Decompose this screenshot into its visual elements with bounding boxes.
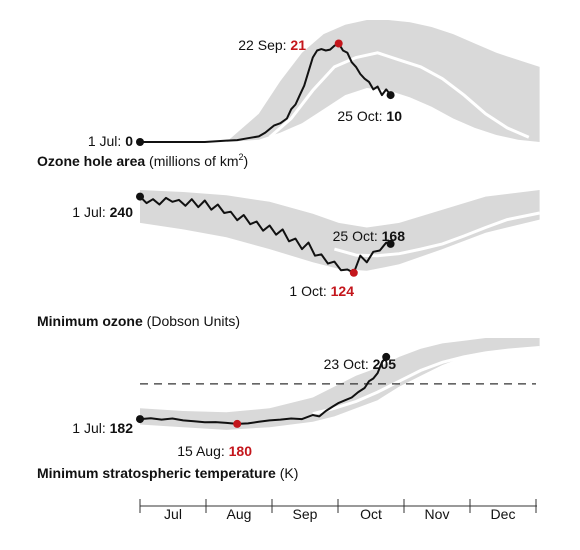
panel-title: Minimum ozone (Dobson Units) xyxy=(37,313,240,329)
panel-minimum-ozone: 1 Jul: 240 25 Oct: 168 1 Oct: 124 Minimu… xyxy=(37,190,540,329)
panel-title: Minimum stratospheric temperature (K) xyxy=(37,465,298,481)
end-point xyxy=(382,352,391,361)
end-label: 25 Oct: 168 xyxy=(333,228,406,244)
peak-label: 22 Sep: 21 xyxy=(238,37,306,53)
start-point xyxy=(136,415,144,424)
start-label: 1 Jul: 240 xyxy=(72,204,133,220)
minimum-label: 15 Aug: 180 xyxy=(177,443,252,459)
median-line xyxy=(268,51,530,139)
start-label: 1 Jul: 0 xyxy=(88,133,133,149)
end-label: 23 Oct: 205 xyxy=(324,356,397,372)
series-line xyxy=(139,356,387,425)
panel-ozone-hole-area: 1 Jul: 0 22 Sep: 21 25 Oct: 10 Ozone hol… xyxy=(37,20,540,169)
median-line xyxy=(333,211,540,258)
panel-minimum-temperature: 1 Jul: 182 23 Oct: 205 15 Aug: 180 Minim… xyxy=(37,338,540,481)
month-label: Jul xyxy=(164,506,182,522)
minimum-label: 1 Oct: 124 xyxy=(289,283,354,299)
start-point xyxy=(136,138,144,146)
minimum-point xyxy=(233,419,242,428)
month-label: Nov xyxy=(425,506,450,522)
peak-point xyxy=(334,39,343,48)
series-line xyxy=(140,42,392,143)
start-point xyxy=(136,192,144,201)
start-label: 1 Jul: 182 xyxy=(72,420,133,436)
minimum-point xyxy=(349,268,358,277)
end-point xyxy=(386,91,395,100)
month-label: Oct xyxy=(360,506,382,522)
month-label: Sep xyxy=(293,506,318,522)
median-line xyxy=(312,346,540,416)
range-band xyxy=(140,20,540,142)
month-axis: Jul Aug Sep Oct Nov Dec xyxy=(139,499,537,522)
end-label: 25 Oct: 10 xyxy=(337,108,402,124)
month-label: Aug xyxy=(227,506,252,522)
month-label: Dec xyxy=(491,506,516,522)
range-band xyxy=(140,190,540,271)
panel-title: Ozone hole area (millions of km2) xyxy=(37,152,248,169)
end-point xyxy=(386,239,395,248)
